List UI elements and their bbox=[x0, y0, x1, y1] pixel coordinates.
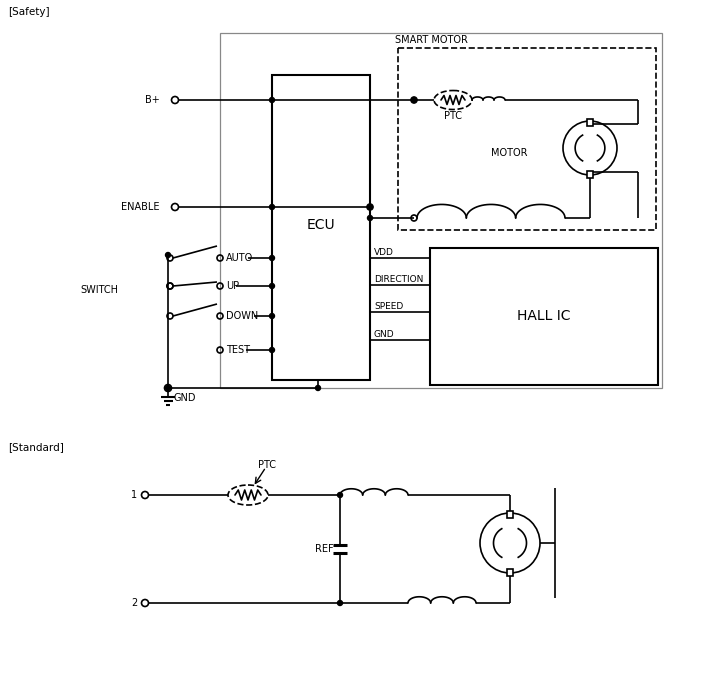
Circle shape bbox=[367, 204, 372, 210]
Bar bbox=[398, 48, 656, 230]
Text: B+: B+ bbox=[145, 95, 160, 105]
Circle shape bbox=[411, 98, 416, 103]
Bar bbox=[430, 248, 658, 385]
Text: [Safety]: [Safety] bbox=[8, 7, 50, 17]
Text: GND: GND bbox=[174, 393, 196, 403]
Text: VDD: VDD bbox=[374, 248, 394, 257]
Text: 2: 2 bbox=[131, 598, 137, 608]
Circle shape bbox=[315, 386, 320, 390]
Circle shape bbox=[165, 386, 170, 390]
Circle shape bbox=[337, 600, 343, 606]
Circle shape bbox=[269, 314, 275, 318]
Bar bbox=[272, 75, 370, 380]
Text: SPEED: SPEED bbox=[374, 302, 403, 311]
Text: DIRECTION: DIRECTION bbox=[374, 275, 423, 284]
Text: PTC: PTC bbox=[444, 111, 462, 121]
Text: [Standard]: [Standard] bbox=[8, 442, 64, 452]
Text: AUTO: AUTO bbox=[226, 253, 253, 263]
Text: ECU: ECU bbox=[307, 218, 335, 232]
Circle shape bbox=[269, 284, 275, 289]
Text: TEST: TEST bbox=[226, 345, 250, 355]
Text: 1: 1 bbox=[131, 490, 137, 500]
Text: DOWN: DOWN bbox=[226, 311, 258, 321]
Bar bbox=[587, 170, 593, 177]
Circle shape bbox=[367, 215, 372, 221]
Text: HALL IC: HALL IC bbox=[517, 310, 571, 323]
Circle shape bbox=[269, 255, 275, 261]
Text: PTC: PTC bbox=[258, 460, 276, 470]
Text: SWITCH: SWITCH bbox=[80, 285, 118, 295]
Text: MOTOR: MOTOR bbox=[491, 148, 527, 158]
Circle shape bbox=[269, 204, 275, 210]
Bar bbox=[507, 568, 513, 576]
Circle shape bbox=[269, 98, 275, 103]
Circle shape bbox=[269, 348, 275, 352]
Bar bbox=[507, 511, 513, 517]
Bar bbox=[587, 119, 593, 126]
Text: SMART MOTOR: SMART MOTOR bbox=[395, 35, 468, 45]
Text: ENABLE: ENABLE bbox=[121, 202, 160, 212]
Circle shape bbox=[337, 492, 343, 498]
Bar bbox=[220, 33, 662, 388]
Text: GND: GND bbox=[374, 330, 395, 339]
Text: REF: REF bbox=[315, 544, 334, 554]
Circle shape bbox=[165, 253, 170, 257]
Text: UP: UP bbox=[226, 281, 239, 291]
